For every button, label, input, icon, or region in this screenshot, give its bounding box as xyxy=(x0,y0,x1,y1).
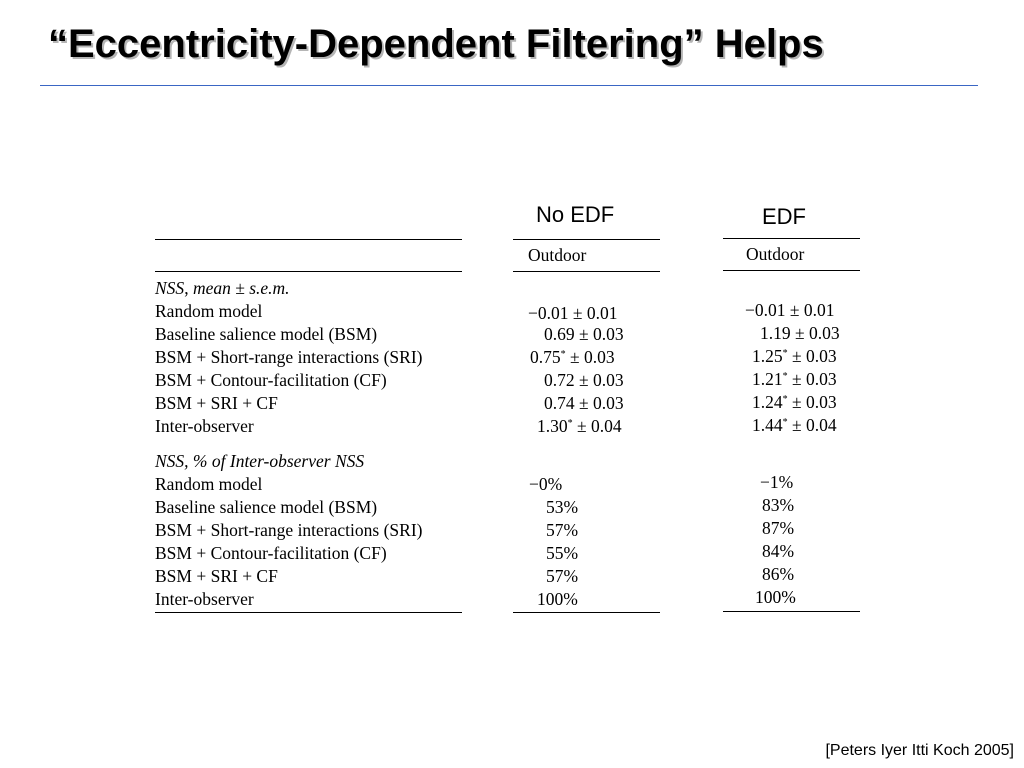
edf-value: 87% xyxy=(762,518,795,538)
row-label: BSM + Contour-facilitation (CF) xyxy=(155,370,387,390)
no-edf-value: 100% xyxy=(537,589,578,609)
edf-value: −1% xyxy=(760,472,794,492)
edf-subhead: Outdoor xyxy=(746,244,805,264)
edf-value: 1.44* ± 0.04 xyxy=(752,415,837,435)
row-label: BSM + SRI + CF xyxy=(155,393,278,413)
edf-value: 1.21* ± 0.03 xyxy=(752,369,837,389)
row-label: BSM + Short-range interactions (SRI) xyxy=(155,347,423,367)
citation: [Peters Iyer Itti Koch 2005] xyxy=(825,742,1014,759)
no-edf-value: 0.75* ± 0.03 xyxy=(530,347,615,367)
no-edf-subhead: Outdoor xyxy=(528,245,587,265)
edf-value: 1.24* ± 0.03 xyxy=(752,392,837,412)
edf-value: 86% xyxy=(762,564,795,584)
row-label: BSM + Short-range interactions (SRI) xyxy=(155,520,423,540)
edf-value: 84% xyxy=(762,541,795,561)
section1-heading: NSS, mean ± s.e.m. xyxy=(155,278,290,298)
row-label: Baseline salience model (BSM) xyxy=(155,324,378,344)
edf-header-rule xyxy=(723,270,860,271)
no-edf-value: 57% xyxy=(546,520,579,540)
no-edf-value: −0% xyxy=(529,474,563,494)
slide-title: “Eccentricity-Dependent Filtering” Helps xyxy=(48,22,824,66)
row-label: Inter-observer xyxy=(155,416,254,436)
edf-top-rule xyxy=(723,238,860,239)
edf-bottom-rule xyxy=(723,611,860,612)
label-header-rule xyxy=(155,271,462,272)
no-edf-value: 57% xyxy=(546,566,579,586)
row-label: Random model xyxy=(155,474,263,494)
no-edf-value: 0.69 ± 0.03 xyxy=(544,324,624,344)
no-edf-value: 0.72 ± 0.03 xyxy=(544,370,624,390)
label-bottom-rule xyxy=(155,612,462,613)
edf-value: 100% xyxy=(755,587,796,607)
label-top-rule xyxy=(155,239,462,240)
row-label: Baseline salience model (BSM) xyxy=(155,497,378,517)
no-edf-value: 0.74 ± 0.03 xyxy=(544,393,624,413)
no-edf-value: 53% xyxy=(546,497,579,517)
no-edf-bottom-rule xyxy=(513,612,660,613)
col-head-no-edf: No EDF xyxy=(536,202,615,227)
no-edf-header-rule xyxy=(513,271,660,272)
row-label: BSM + SRI + CF xyxy=(155,566,278,586)
edf-value: 83% xyxy=(762,495,795,515)
no-edf-value: 1.30* ± 0.04 xyxy=(537,416,622,436)
no-edf-top-rule xyxy=(513,239,660,240)
edf-value: −0.01 ± 0.01 xyxy=(745,300,835,320)
title-divider xyxy=(40,85,978,86)
row-label: Random model xyxy=(155,301,263,321)
no-edf-value: 55% xyxy=(546,543,579,563)
edf-value: 1.25* ± 0.03 xyxy=(752,346,837,366)
no-edf-value: −0.01 ± 0.01 xyxy=(528,303,618,323)
row-label: BSM + Contour-facilitation (CF) xyxy=(155,543,387,563)
section2-heading: NSS, % of Inter-observer NSS xyxy=(155,451,365,471)
edf-value: 1.19 ± 0.03 xyxy=(760,323,840,343)
row-label: Inter-observer xyxy=(155,589,254,609)
col-head-edf: EDF xyxy=(762,204,806,229)
